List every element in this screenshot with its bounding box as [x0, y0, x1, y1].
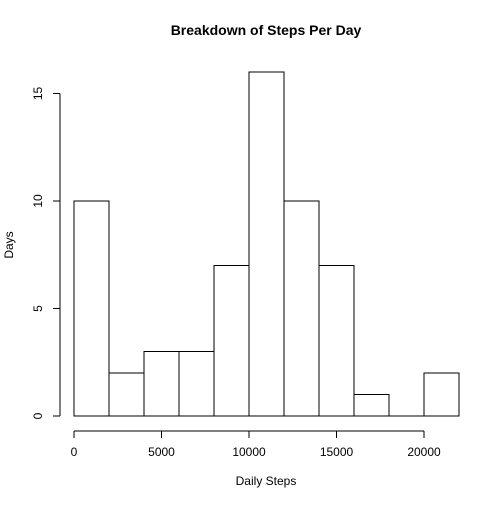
y-axis: 0 5 10 15 [31, 87, 61, 419]
x-tick-label: 5000 [148, 445, 175, 459]
histogram-bar [73, 200, 110, 417]
y-tick-label: 15 [31, 87, 45, 101]
histogram-bar [353, 394, 390, 417]
x-axis: 0 5000 10000 15000 20000 [71, 430, 441, 459]
y-axis-label: Days [2, 231, 16, 258]
histogram-bar [178, 351, 215, 417]
x-tick-label: 15000 [320, 445, 354, 459]
histogram-bar [248, 71, 285, 417]
x-tick-label: 20000 [407, 445, 441, 459]
histogram-bar [318, 265, 355, 417]
chart-title: Breakdown of Steps Per Day [171, 22, 362, 38]
x-axis-label: Daily Steps [236, 474, 297, 488]
histogram-bar [423, 372, 460, 417]
histogram-bar [143, 351, 180, 417]
y-tick-label: 0 [31, 412, 45, 419]
bars-group [73, 71, 460, 417]
histogram-bar [283, 200, 320, 417]
x-tick-label: 0 [71, 445, 78, 459]
x-tick-label: 10000 [232, 445, 266, 459]
histogram-bar [108, 372, 145, 417]
y-tick-label: 10 [31, 194, 45, 208]
y-tick-label: 5 [31, 305, 45, 312]
histogram-bar [213, 265, 250, 417]
